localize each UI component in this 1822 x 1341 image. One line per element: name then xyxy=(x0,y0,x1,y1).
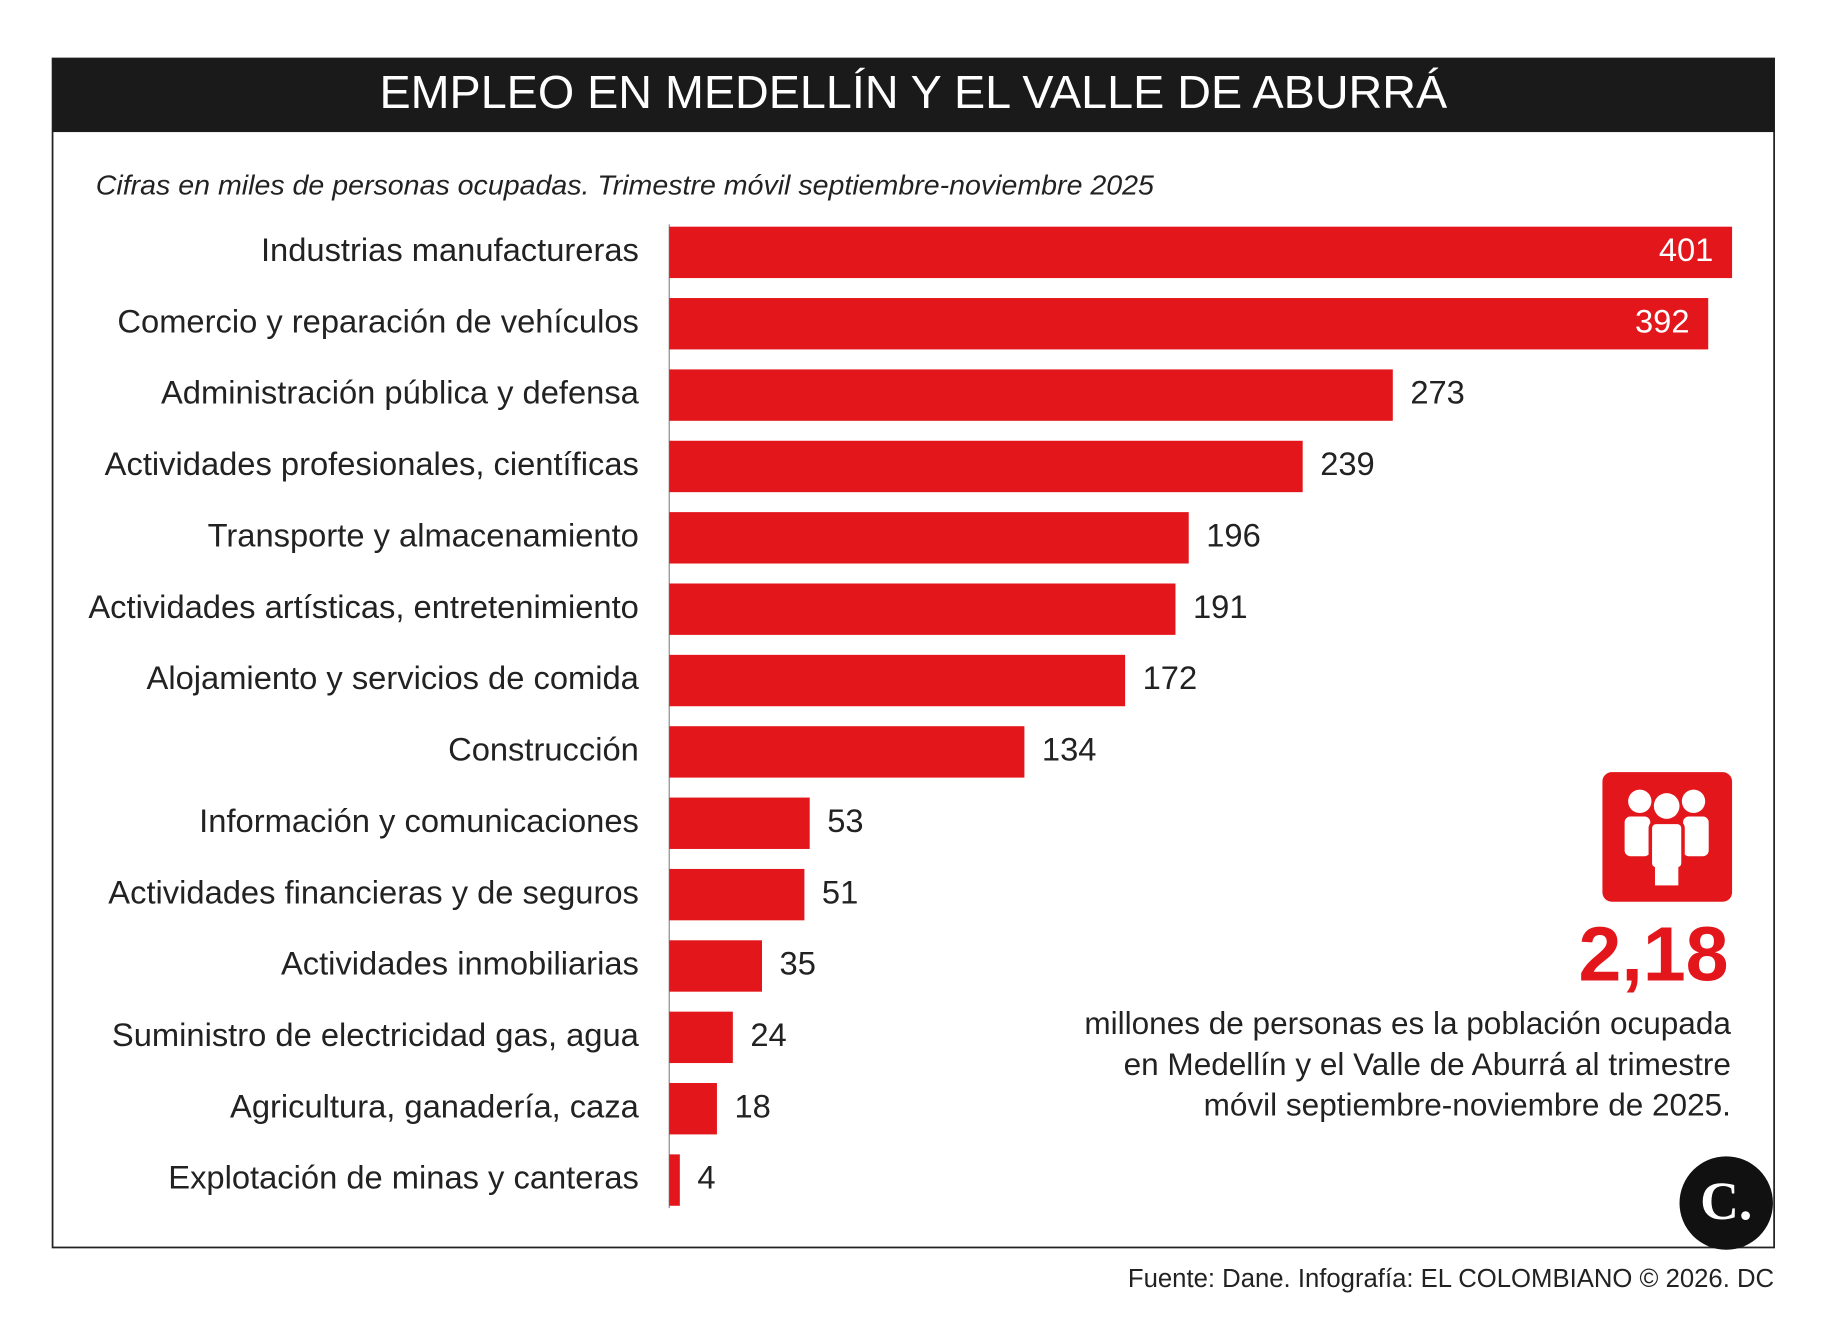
bar xyxy=(669,654,1126,707)
bar xyxy=(669,512,1189,564)
logo xyxy=(1679,1156,1773,1250)
bar xyxy=(669,440,1303,493)
category-label: Alojamiento y servicios de comida xyxy=(147,659,640,696)
callout-text: en Medellín y el Valle de Aburrá al trim… xyxy=(1124,1046,1731,1082)
value-label: 35 xyxy=(780,945,816,982)
value-label: 24 xyxy=(750,1016,786,1053)
category-label: Actividades profesionales, científicas xyxy=(105,445,639,482)
category-label: Industrias manufactureras xyxy=(261,231,639,268)
source: Fuente: Dane. Infografía: EL COLOMBIANO … xyxy=(1128,1265,1774,1293)
value-label: 239 xyxy=(1320,445,1375,482)
bar xyxy=(669,868,805,921)
value-label: 172 xyxy=(1143,659,1198,696)
category-label: Agricultura, ganadería, caza xyxy=(230,1087,640,1124)
category-label: Construcción xyxy=(448,731,639,768)
title-bar xyxy=(52,58,1775,133)
bar xyxy=(669,940,763,992)
bar xyxy=(669,1011,733,1064)
category-label: Administración pública y defensa xyxy=(161,374,640,411)
value-label: 392 xyxy=(1635,302,1690,339)
category-label: Actividades financieras y de seguros xyxy=(108,873,639,910)
value-label: 196 xyxy=(1206,516,1261,553)
category-label: Actividades inmobiliarias xyxy=(281,945,639,982)
bar xyxy=(669,583,1176,635)
chart-title: EMPLEO EN MEDELLÍN Y EL VALLE DE ABURRÁ xyxy=(379,66,1448,118)
category-label: Suministro de electricidad gas, agua xyxy=(112,1016,640,1053)
bar xyxy=(669,726,1025,778)
value-label: 4 xyxy=(697,1159,715,1196)
category-label: Transporte y almacenamiento xyxy=(208,516,639,553)
category-label: Información y comunicaciones xyxy=(199,802,639,839)
value-label: 53 xyxy=(827,802,863,839)
category-label: Actividades artísticas, entretenimiento xyxy=(88,588,639,625)
subtitle: Cifras en miles de personas ocupadas. Tr… xyxy=(96,169,1155,200)
bar xyxy=(669,797,810,849)
people-figures xyxy=(1624,789,1709,886)
bar xyxy=(669,298,1709,350)
value-label: 134 xyxy=(1042,731,1097,768)
category-label: Comercio y reparación de vehículos xyxy=(117,302,638,339)
value-label: 18 xyxy=(734,1087,770,1124)
bar xyxy=(669,226,1733,279)
value-label: 273 xyxy=(1410,374,1465,411)
value-label: 401 xyxy=(1659,231,1714,268)
value-label: 51 xyxy=(822,873,858,910)
bar xyxy=(669,369,1393,421)
category-label: Explotación de minas y canteras xyxy=(168,1159,639,1196)
logo-text: C. xyxy=(1700,1171,1752,1231)
callout-text: móvil septiembre-noviembre de 2025. xyxy=(1204,1087,1731,1123)
callout-text: millones de personas es la población ocu… xyxy=(1084,1005,1731,1041)
value-label: 191 xyxy=(1193,588,1248,625)
callout-value: 2,18 xyxy=(1579,912,1729,998)
bar xyxy=(669,1154,680,1206)
bar xyxy=(669,1083,717,1135)
